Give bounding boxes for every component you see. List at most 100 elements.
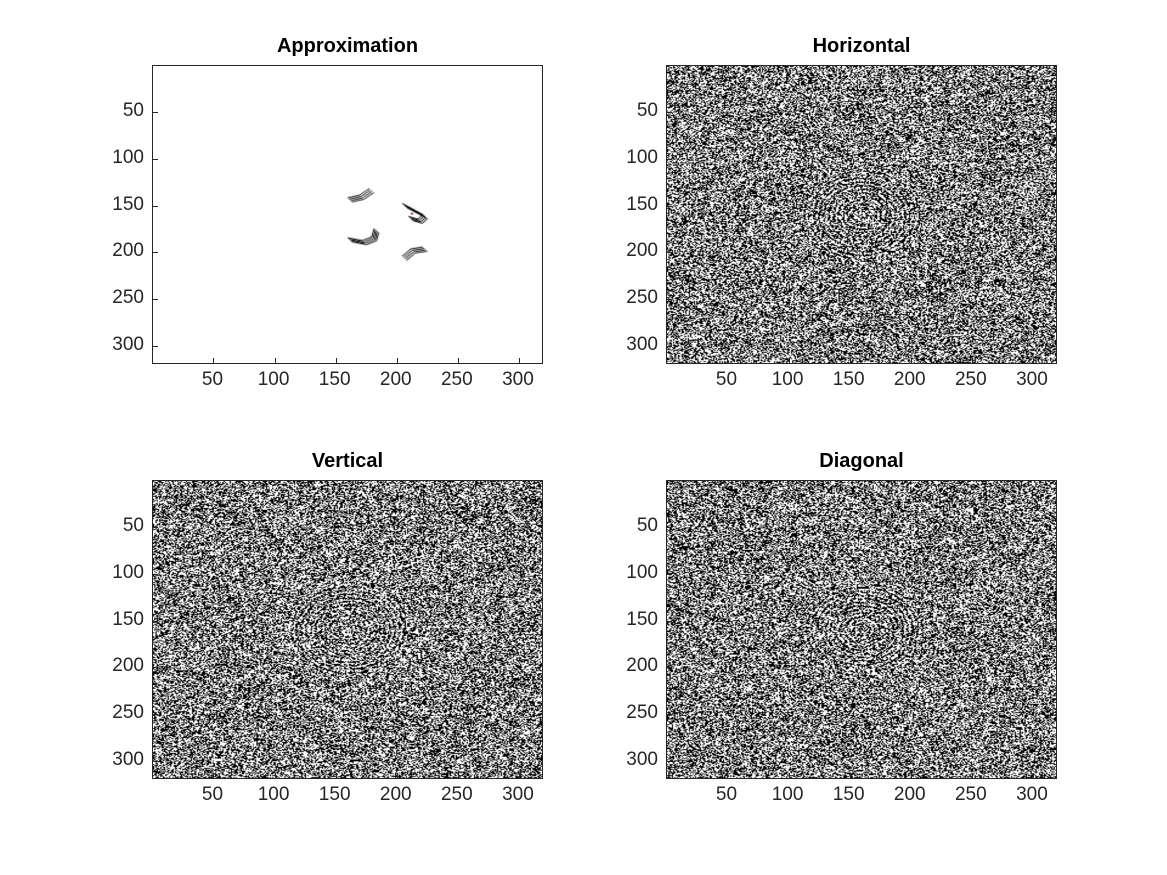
diagonal-image [666,480,1057,779]
y-tick-label: 300 [626,333,658,355]
y-tick-label: 150 [112,193,144,215]
y-tick-mark [667,527,672,529]
x-tick-label: 100 [771,784,804,805]
x-tick-label: 50 [201,784,224,805]
approximation-panel: Approximation 50 100 150 200 250 300 50 100 150 2… [112,35,543,390]
y-tick-label: 50 [122,100,144,122]
x-tick-mark [457,773,459,778]
x-tick-label: 250 [440,784,473,805]
x-tick-mark [910,358,912,363]
y-tick-mark [153,667,158,669]
y-tick-mark [667,158,672,160]
x-tick-label: 150 [318,784,351,805]
x-tick-mark [727,358,729,363]
x-tick-label: 100 [771,369,804,390]
y-tick-label: 200 [626,240,658,262]
y-tick-label: 50 [122,515,144,537]
y-tick-label: 200 [112,655,144,677]
diagonal-image-canvas [667,481,1056,778]
y-tick-mark [153,527,158,529]
y-tick-label: 150 [112,608,144,630]
panel-title: Diagonal [819,450,904,472]
x-tick-mark [788,358,790,363]
x-tick-mark [971,358,973,363]
y-tick-mark [153,252,158,254]
y-tick-label: 150 [626,608,658,630]
y-tick-mark [153,714,158,716]
y-tick-mark [667,252,672,254]
y-tick-label: 300 [112,748,144,770]
y-tick-mark [667,573,672,575]
x-tick-label: 100 [257,784,290,805]
x-tick-mark [1032,773,1034,778]
y-tick-label: 100 [626,146,658,168]
y-tick-mark [153,345,158,347]
y-tick-mark [667,760,672,762]
x-tick-mark [849,773,851,778]
y-tick-mark [667,620,672,622]
y-tick-mark [667,345,672,347]
x-tick-label: 200 [379,784,412,805]
y-tick-mark [153,158,158,160]
y-tick-mark [153,299,158,301]
y-tick-mark [153,573,158,575]
x-tick-mark [457,358,459,363]
y-tick-label: 150 [626,193,658,215]
x-tick-mark [396,773,398,778]
vertical-image [152,480,543,779]
x-tick-mark [518,773,520,778]
y-tick-label: 100 [112,146,144,168]
x-tick-label: 50 [201,369,224,390]
x-tick-mark [727,773,729,778]
x-tick-mark [274,358,276,363]
y-tick-mark [153,112,158,114]
approximation-image-canvas [153,66,542,363]
y-tick-label: 200 [112,240,144,262]
x-tick-mark [396,358,398,363]
x-tick-label: 250 [954,784,987,805]
y-tick-label: 100 [112,561,144,583]
y-tick-label: 50 [636,515,658,537]
x-tick-mark [910,773,912,778]
y-tick-mark [153,620,158,622]
y-tick-label: 200 [626,655,658,677]
horizontal-panel: Horizontal 50 100 150 200 250 300 50 100 150 200 2… [626,35,1057,390]
x-tick-mark [849,358,851,363]
y-tick-mark [667,112,672,114]
approximation-image [152,65,543,364]
y-tick-mark [667,205,672,207]
panel-title: Vertical [311,450,384,472]
x-tick-label: 300 [502,369,534,390]
horizontal-image-canvas [667,66,1056,363]
horizontal-image [666,65,1057,364]
diagonal-panel: Diagonal 50 100 150 200 250 300 50 100 150 200 250… [626,450,1057,805]
y-tick-label: 250 [626,287,658,309]
y-tick-label: 250 [112,702,144,724]
x-tick-label: 300 [502,784,534,805]
y-tick-mark [667,714,672,716]
y-tick-mark [667,667,672,669]
y-tick-label: 250 [626,702,658,724]
x-tick-mark [213,773,215,778]
x-tick-label: 250 [954,369,987,390]
x-tick-label: 150 [832,784,865,805]
y-tick-mark [153,760,158,762]
x-tick-label: 200 [379,369,412,390]
y-tick-label: 300 [112,333,144,355]
y-tick-label: 300 [626,748,658,770]
vertical-image-canvas [153,481,542,778]
x-tick-label: 50 [715,784,738,805]
y-tick-label: 50 [636,100,658,122]
x-tick-label: 300 [1016,369,1048,390]
x-tick-mark [1032,358,1034,363]
x-tick-mark [518,358,520,363]
x-tick-label: 150 [832,369,865,390]
y-tick-mark [153,205,158,207]
x-tick-label: 150 [318,369,351,390]
x-tick-label: 50 [715,369,738,390]
y-tick-label: 250 [112,287,144,309]
x-tick-mark [335,358,337,363]
x-tick-mark [213,358,215,363]
panel-title: Horizontal [812,35,911,57]
